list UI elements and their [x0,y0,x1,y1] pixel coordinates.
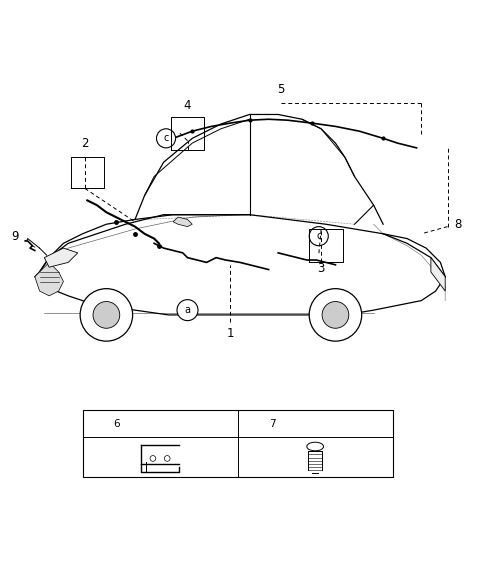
Text: c: c [316,231,322,241]
Polygon shape [35,262,63,296]
Circle shape [156,129,176,148]
Text: 4: 4 [184,99,191,112]
Circle shape [87,416,102,431]
Circle shape [164,455,170,461]
Text: 3: 3 [317,262,325,275]
Circle shape [150,455,156,461]
Text: 7: 7 [269,419,275,428]
Text: c: c [163,133,168,144]
Text: 9: 9 [11,230,18,243]
Polygon shape [44,248,78,267]
Bar [83,410,393,477]
Text: 1: 1 [227,327,234,340]
Circle shape [309,227,328,245]
Circle shape [322,302,349,328]
Circle shape [93,302,120,328]
Text: c: c [247,419,252,428]
Text: a: a [184,305,191,315]
Text: 8: 8 [454,218,461,231]
Text: 2: 2 [81,137,89,150]
Circle shape [80,289,132,341]
Text: 6: 6 [114,419,120,428]
Polygon shape [173,217,192,227]
Circle shape [242,416,257,431]
Circle shape [309,289,362,341]
Polygon shape [431,258,445,291]
Circle shape [177,300,198,321]
Ellipse shape [307,442,324,451]
Text: 5: 5 [277,83,284,96]
Text: a: a [92,419,97,428]
